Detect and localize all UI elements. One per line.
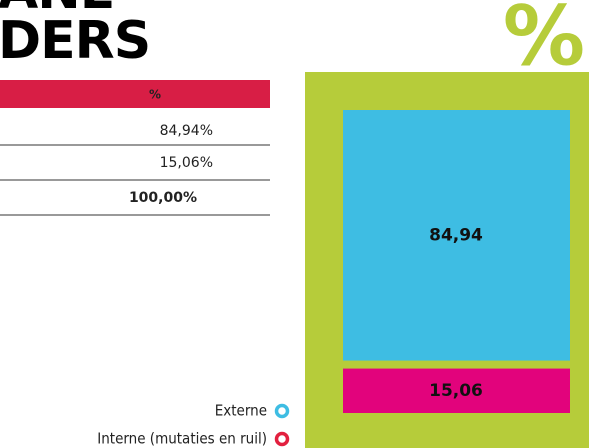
- table-header: [0, 80, 270, 108]
- title-line: DERS: [0, 11, 150, 71]
- legend-ring: [274, 403, 290, 419]
- bar-segment: [343, 368, 570, 413]
- segment-label: 15,06: [429, 381, 483, 401]
- cell: 84,94%: [160, 123, 213, 139]
- cell: 100,00%: [129, 190, 197, 206]
- legend-label: Externe: [215, 402, 267, 420]
- segment-label: 84,94: [429, 225, 483, 245]
- header-cell: %: [149, 88, 161, 102]
- cell: 15,06%: [160, 155, 213, 171]
- percent-symbol: %: [503, 0, 585, 84]
- legend-label: Interne (mutaties en ruil): [97, 430, 267, 448]
- legend-ring: [274, 431, 290, 447]
- bar-segment: [343, 110, 570, 361]
- title-line: ANE: [0, 0, 114, 21]
